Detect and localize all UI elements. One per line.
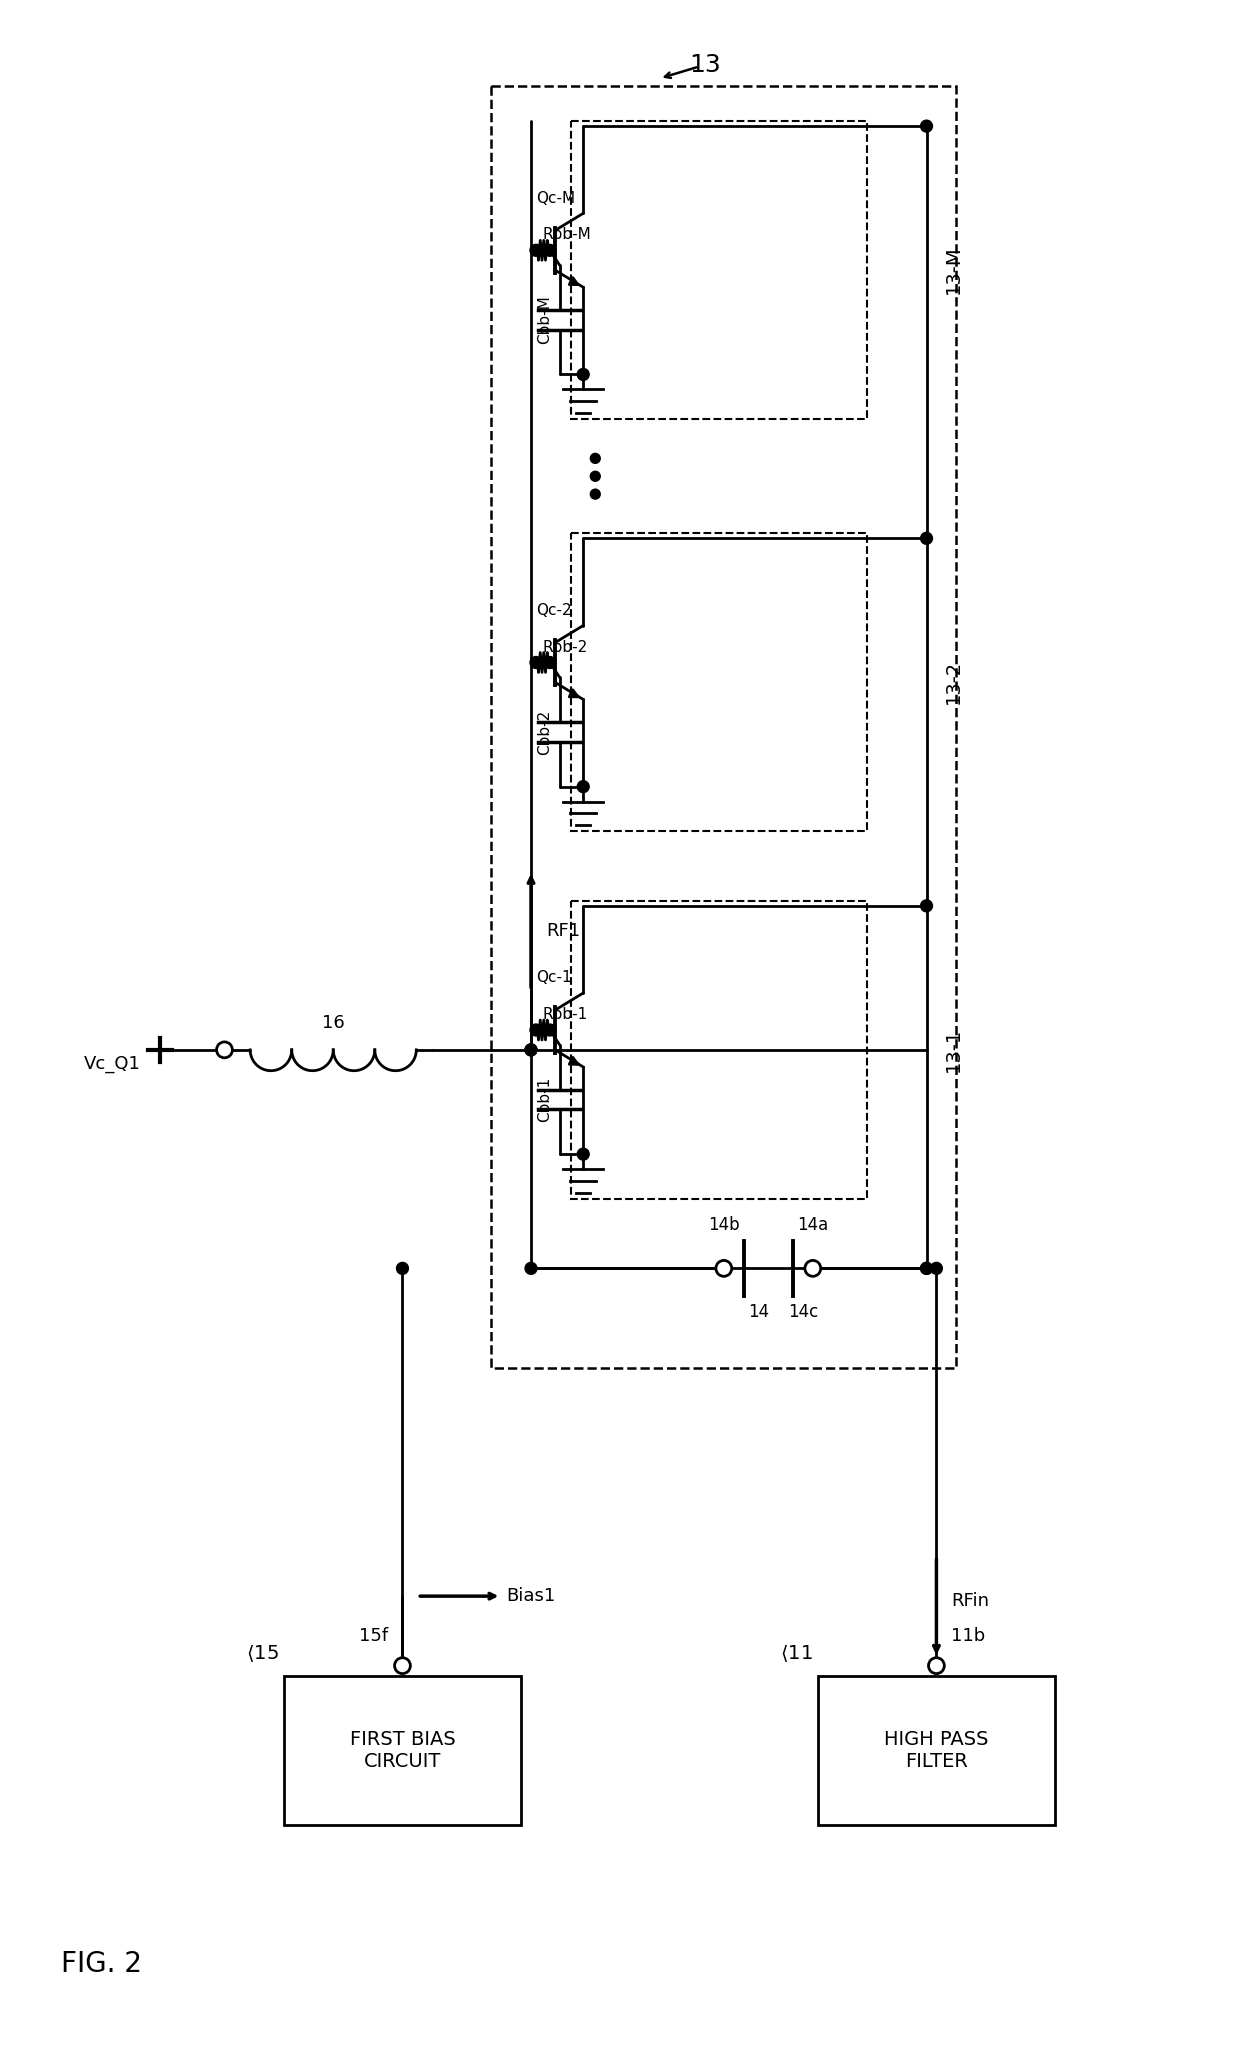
Text: 16: 16 <box>322 1014 345 1033</box>
Circle shape <box>525 1043 537 1055</box>
Text: Cbb-M: Cbb-M <box>537 296 552 344</box>
Text: 14a: 14a <box>797 1216 828 1234</box>
Circle shape <box>578 368 589 381</box>
Text: FIG. 2: FIG. 2 <box>61 1950 143 1977</box>
Circle shape <box>544 245 556 257</box>
Text: Rbb-1: Rbb-1 <box>543 1008 588 1022</box>
Text: FIRST BIAS
CIRCUIT: FIRST BIAS CIRCUIT <box>350 1730 455 1771</box>
Text: 14b: 14b <box>708 1216 739 1234</box>
Text: Qc-1: Qc-1 <box>536 971 572 985</box>
Text: RF1: RF1 <box>546 922 580 940</box>
Text: 11b: 11b <box>951 1627 986 1646</box>
Text: 13: 13 <box>689 53 720 76</box>
Circle shape <box>929 1658 945 1674</box>
Text: Bias1: Bias1 <box>506 1588 556 1604</box>
Circle shape <box>529 1024 542 1037</box>
Bar <box>817 1676 1055 1825</box>
Text: Qc-M: Qc-M <box>536 191 575 206</box>
Circle shape <box>544 656 556 669</box>
Circle shape <box>590 471 600 481</box>
Text: Rbb-2: Rbb-2 <box>543 640 588 654</box>
Text: 13-2: 13-2 <box>945 660 963 703</box>
Text: 14: 14 <box>748 1304 769 1321</box>
Circle shape <box>544 1024 556 1037</box>
Text: 14c: 14c <box>789 1304 818 1321</box>
Text: 13-1: 13-1 <box>945 1028 963 1072</box>
Circle shape <box>715 1261 732 1275</box>
Text: Cbb-2: Cbb-2 <box>537 710 552 755</box>
Bar <box>570 121 867 420</box>
Bar <box>491 86 956 1368</box>
Circle shape <box>397 1263 408 1275</box>
Bar <box>570 533 867 831</box>
Text: HIGH PASS
FILTER: HIGH PASS FILTER <box>884 1730 988 1771</box>
Bar <box>284 1676 521 1825</box>
Circle shape <box>529 656 542 669</box>
Circle shape <box>217 1043 232 1057</box>
Circle shape <box>394 1658 410 1674</box>
Bar <box>570 901 867 1199</box>
Text: Rbb-M: Rbb-M <box>543 228 591 243</box>
Text: 13-M: 13-M <box>945 247 963 294</box>
Circle shape <box>930 1263 942 1275</box>
Circle shape <box>920 119 932 132</box>
Circle shape <box>578 782 589 792</box>
Circle shape <box>578 1148 589 1160</box>
Circle shape <box>590 490 600 500</box>
Text: $\langle$15: $\langle$15 <box>246 1644 279 1664</box>
Circle shape <box>805 1261 821 1275</box>
Text: $\langle$11: $\langle$11 <box>780 1644 812 1664</box>
Circle shape <box>920 1263 932 1275</box>
Text: 15f: 15f <box>358 1627 388 1646</box>
Text: Qc-2: Qc-2 <box>536 603 572 617</box>
Text: Cbb-1: Cbb-1 <box>537 1078 552 1123</box>
Circle shape <box>529 245 542 257</box>
Circle shape <box>590 453 600 463</box>
Circle shape <box>920 1263 932 1275</box>
Circle shape <box>525 1043 537 1055</box>
Circle shape <box>920 899 932 911</box>
Circle shape <box>525 1263 537 1275</box>
Circle shape <box>920 533 932 545</box>
Text: RFin: RFin <box>951 1592 990 1611</box>
Text: Vc_Q1: Vc_Q1 <box>83 1055 140 1074</box>
